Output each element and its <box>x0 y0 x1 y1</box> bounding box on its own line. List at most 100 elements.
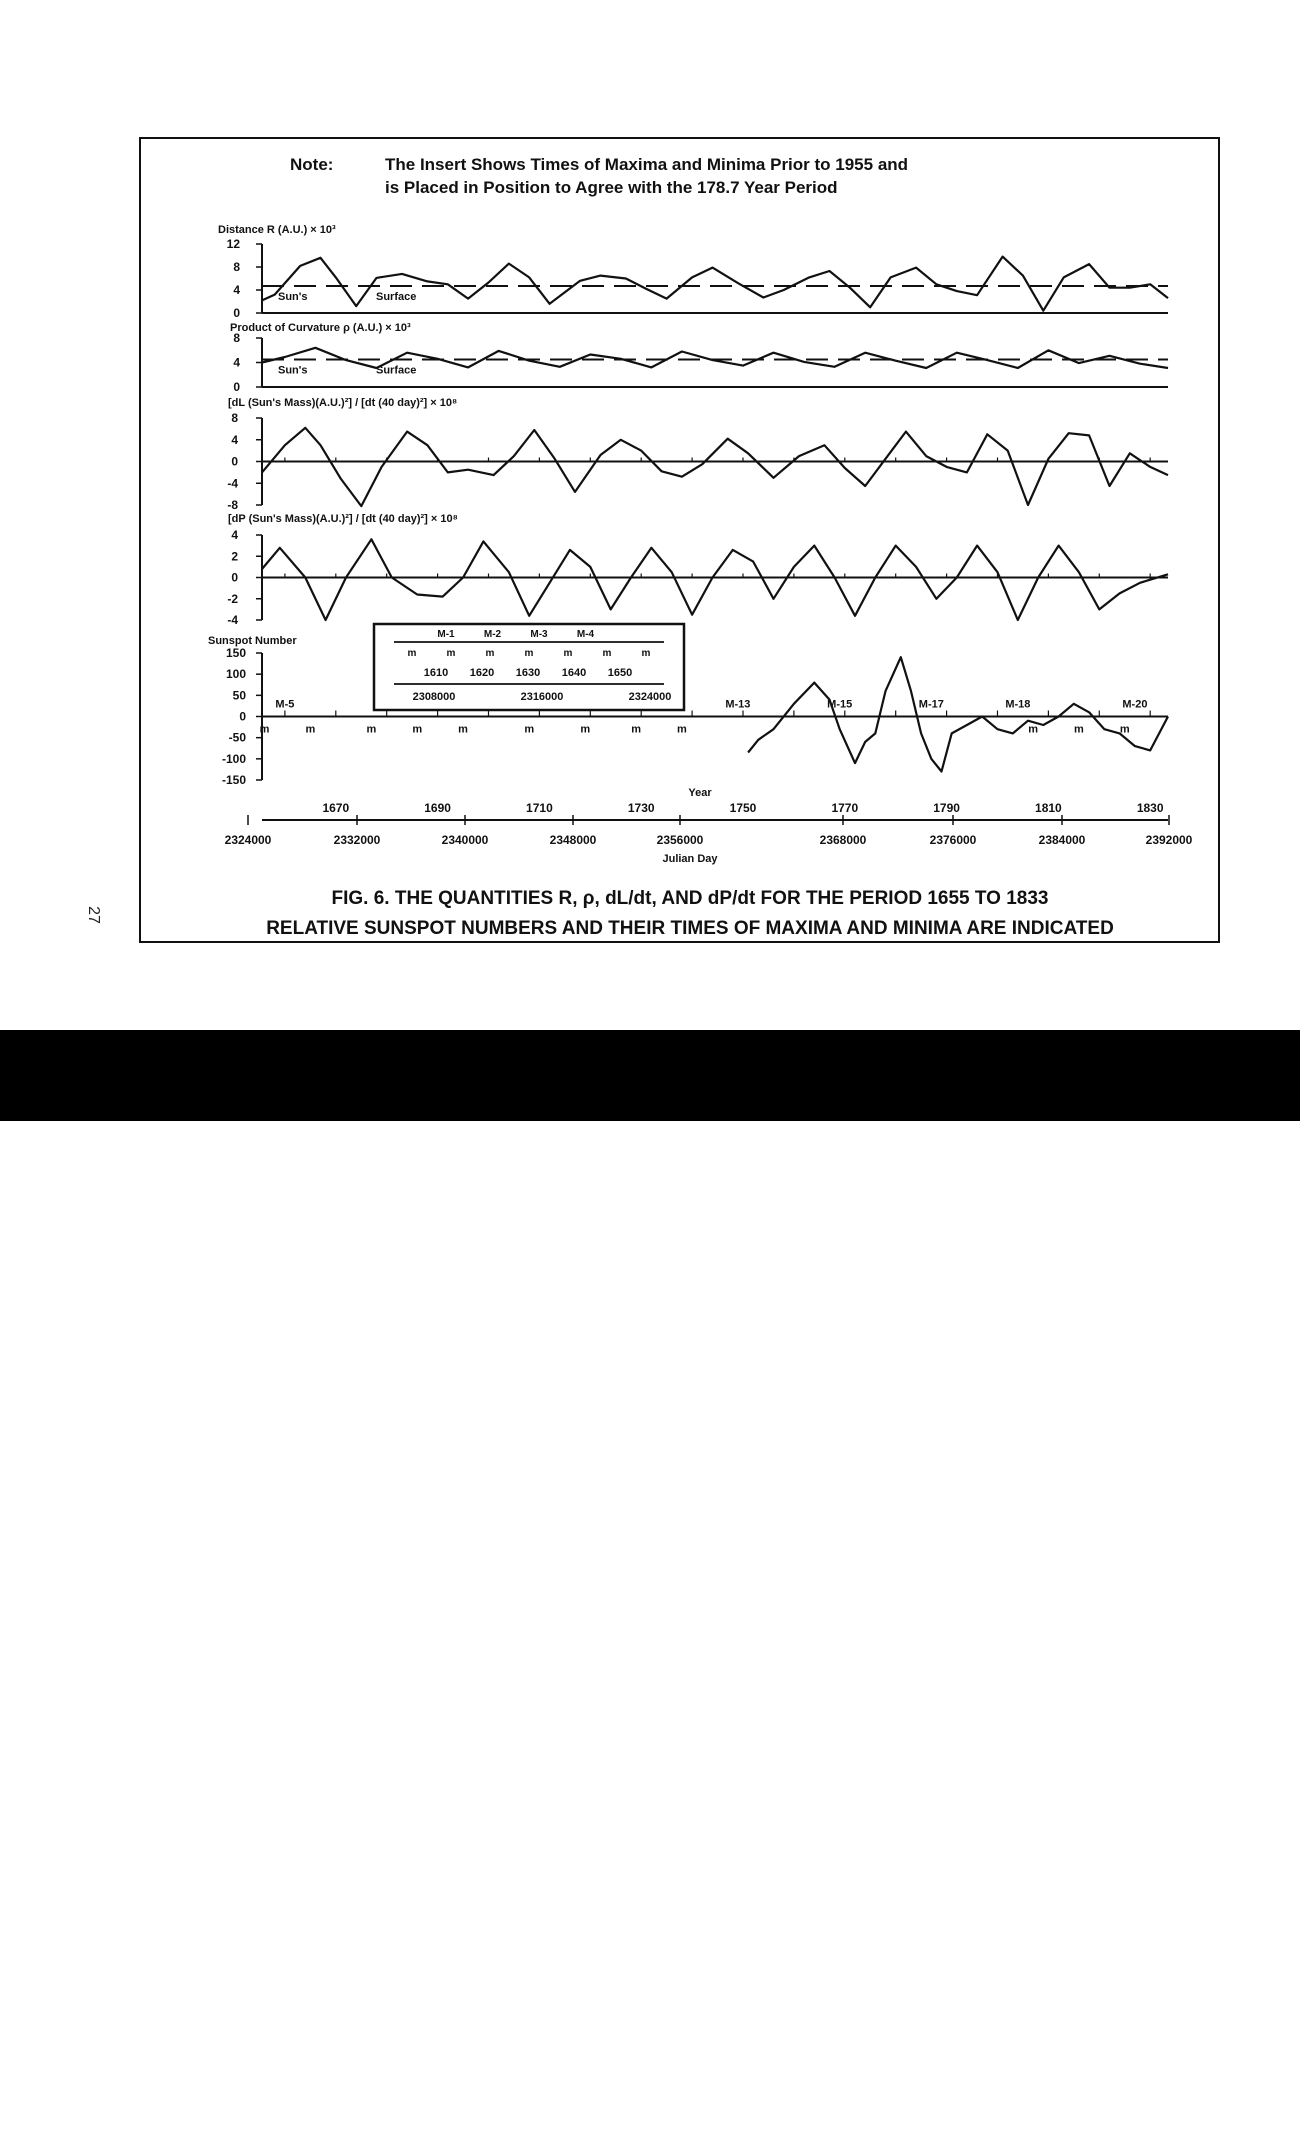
julian-tick-label: 2324000 <box>225 833 272 847</box>
figure-chart: Note: The Insert Shows Times of Maxima an… <box>208 155 1193 939</box>
cycle-max-label: M-5 <box>275 699 294 711</box>
y-tick-label: -150 <box>222 773 246 787</box>
y-tick-label: 12 <box>227 237 241 251</box>
julian-tick-label: 2368000 <box>820 833 867 847</box>
y-tick-label: 0 <box>233 380 240 394</box>
year-tick-label: 1750 <box>730 801 757 815</box>
y-tick-label: 4 <box>231 528 238 542</box>
page-number: 27 <box>84 906 102 924</box>
panel-1: Distance R (A.U.) × 10³ 0 4 8 12 Sun's Surface <box>218 224 1169 320</box>
insert-min-marker: m <box>564 648 573 659</box>
cycle-max-label: M-20 <box>1122 699 1147 711</box>
y-tick-label: 2 <box>231 549 238 563</box>
y-tick-label: 0 <box>231 455 238 469</box>
insert-min-marker: m <box>525 648 534 659</box>
y-tick-label: 8 <box>231 411 238 425</box>
y-tick-label: 100 <box>226 667 246 681</box>
minimum-marker: m <box>260 724 270 736</box>
scanned-page: Note: The Insert Shows Times of Maxima an… <box>0 0 1300 1030</box>
insert-julian-label: 2316000 <box>521 691 564 703</box>
julian-tick-label: 2348000 <box>550 833 597 847</box>
insert-year-label: 1610 <box>424 667 448 679</box>
year-tick-label: 1770 <box>831 801 858 815</box>
panel-4-ylabel: [dP (Sun's Mass)(A.U.)²] / [dt (40 day)²… <box>228 513 458 525</box>
watermark-footer: alamy KRNCWX <box>0 1030 1300 2133</box>
insert-min-marker: m <box>642 648 651 659</box>
insert-max-label: M-4 <box>577 629 595 640</box>
y-tick-label: 8 <box>233 331 240 345</box>
minimum-marker: m <box>524 724 534 736</box>
panel-5: Sunspot Number -150 -100 -50 0 50 100 150 M-5 M-1… <box>208 622 1169 787</box>
panel-1-ylabel: Distance R (A.U.) × 10³ <box>218 224 336 236</box>
year-tick-label: 1830 <box>1137 801 1164 815</box>
minimum-marker: m <box>1074 724 1084 736</box>
y-tick-label: 0 <box>239 710 246 724</box>
minimum-marker: m <box>305 724 315 736</box>
insert-year-label: 1640 <box>562 667 586 679</box>
y-tick-label: -100 <box>222 752 246 766</box>
caption-line-2: RELATIVE SUNSPOT NUMBERS AND THEIR TIMES… <box>266 918 1114 939</box>
insert-max-label: M-2 <box>484 629 502 640</box>
year-tick-label: 1710 <box>526 801 553 815</box>
stock-image-id: KRNCWX <box>1120 2083 1242 2113</box>
julian-tick-label: 2384000 <box>1039 833 1086 847</box>
panel-4-series-line <box>261 538 1169 622</box>
sun-surface-label: Surface <box>376 364 416 376</box>
year-tick-label: 1790 <box>933 801 960 815</box>
cycle-max-label: M-18 <box>1005 699 1030 711</box>
y-tick-label: 4 <box>231 433 238 447</box>
note-line-1: The Insert Shows Times of Maxima and Min… <box>385 155 908 174</box>
cycle-max-label: M-13 <box>725 699 750 711</box>
y-tick-label: 50 <box>233 688 247 702</box>
y-tick-label: 4 <box>233 356 240 370</box>
y-tick-label: -50 <box>229 731 247 745</box>
insert-max-label: M-1 <box>437 629 455 640</box>
insert-min-marker: m <box>447 648 456 659</box>
julian-tick-label: 2340000 <box>442 833 489 847</box>
insert-min-marker: m <box>408 648 417 659</box>
minimum-marker: m <box>367 724 377 736</box>
sun-surface-label: Sun's <box>278 364 308 376</box>
minimum-marker: m <box>580 724 590 736</box>
sun-surface-label: Sun's <box>278 291 308 303</box>
year-tick-label: 1670 <box>322 801 349 815</box>
year-tick-label: 1810 <box>1035 801 1062 815</box>
minimum-marker: m <box>1028 724 1038 736</box>
caption-line-1: FIG. 6. THE QUANTITIES R, ρ, dL/dt, AND … <box>332 888 1049 909</box>
julian-tick-label: 2392000 <box>1146 833 1193 847</box>
panel-4: [dP (Sun's Mass)(A.U.)²] / [dt (40 day)²… <box>227 513 1169 627</box>
cycle-max-label: M-17 <box>919 699 944 711</box>
insert-min-marker: m <box>486 648 495 659</box>
panel-5-ylabel: Sunspot Number <box>208 635 297 647</box>
insert-min-marker: m <box>603 648 612 659</box>
y-tick-label: -2 <box>227 592 238 606</box>
minimum-marker: m <box>677 724 687 736</box>
insert-max-label: M-3 <box>530 629 548 640</box>
y-tick-label: -4 <box>227 476 238 490</box>
panel-5-series-line <box>747 656 1169 773</box>
panel-2: Product of Curvature ρ (A.U.) × 10³ 0 4 8 Su… <box>230 322 1169 394</box>
insert-year-label: 1620 <box>470 667 494 679</box>
julian-tick-label: 2376000 <box>930 833 977 847</box>
y-tick-label: 0 <box>231 571 238 585</box>
figure-border <box>139 137 1220 943</box>
julian-tick-label: 2332000 <box>334 833 381 847</box>
insert-year-label: 1650 <box>608 667 632 679</box>
sun-surface-label: Surface <box>376 291 416 303</box>
julian-axis-title: Julian Day <box>662 853 718 865</box>
year-axis-title: Year <box>688 787 712 799</box>
year-tick-label: 1690 <box>424 801 451 815</box>
panel-2-series-line <box>261 346 1169 370</box>
y-tick-label: 0 <box>233 306 240 320</box>
panel-3-ylabel: [dL (Sun's Mass)(A.U.)²] / [dt (40 day)²… <box>228 397 457 409</box>
insert-julian-label: 2308000 <box>413 691 456 703</box>
note-label: Note: <box>290 155 333 174</box>
insert-julian-label: 2324000 <box>629 691 672 703</box>
y-tick-label: 150 <box>226 646 246 660</box>
y-tick-label: 4 <box>233 283 240 297</box>
panel-3: [dL (Sun's Mass)(A.U.)²] / [dt (40 day)²… <box>227 397 1169 512</box>
insert-box <box>372 622 686 712</box>
minimum-marker: m <box>412 724 422 736</box>
brand-logo: alamy <box>50 2075 193 2133</box>
y-tick-label: 8 <box>233 260 240 274</box>
